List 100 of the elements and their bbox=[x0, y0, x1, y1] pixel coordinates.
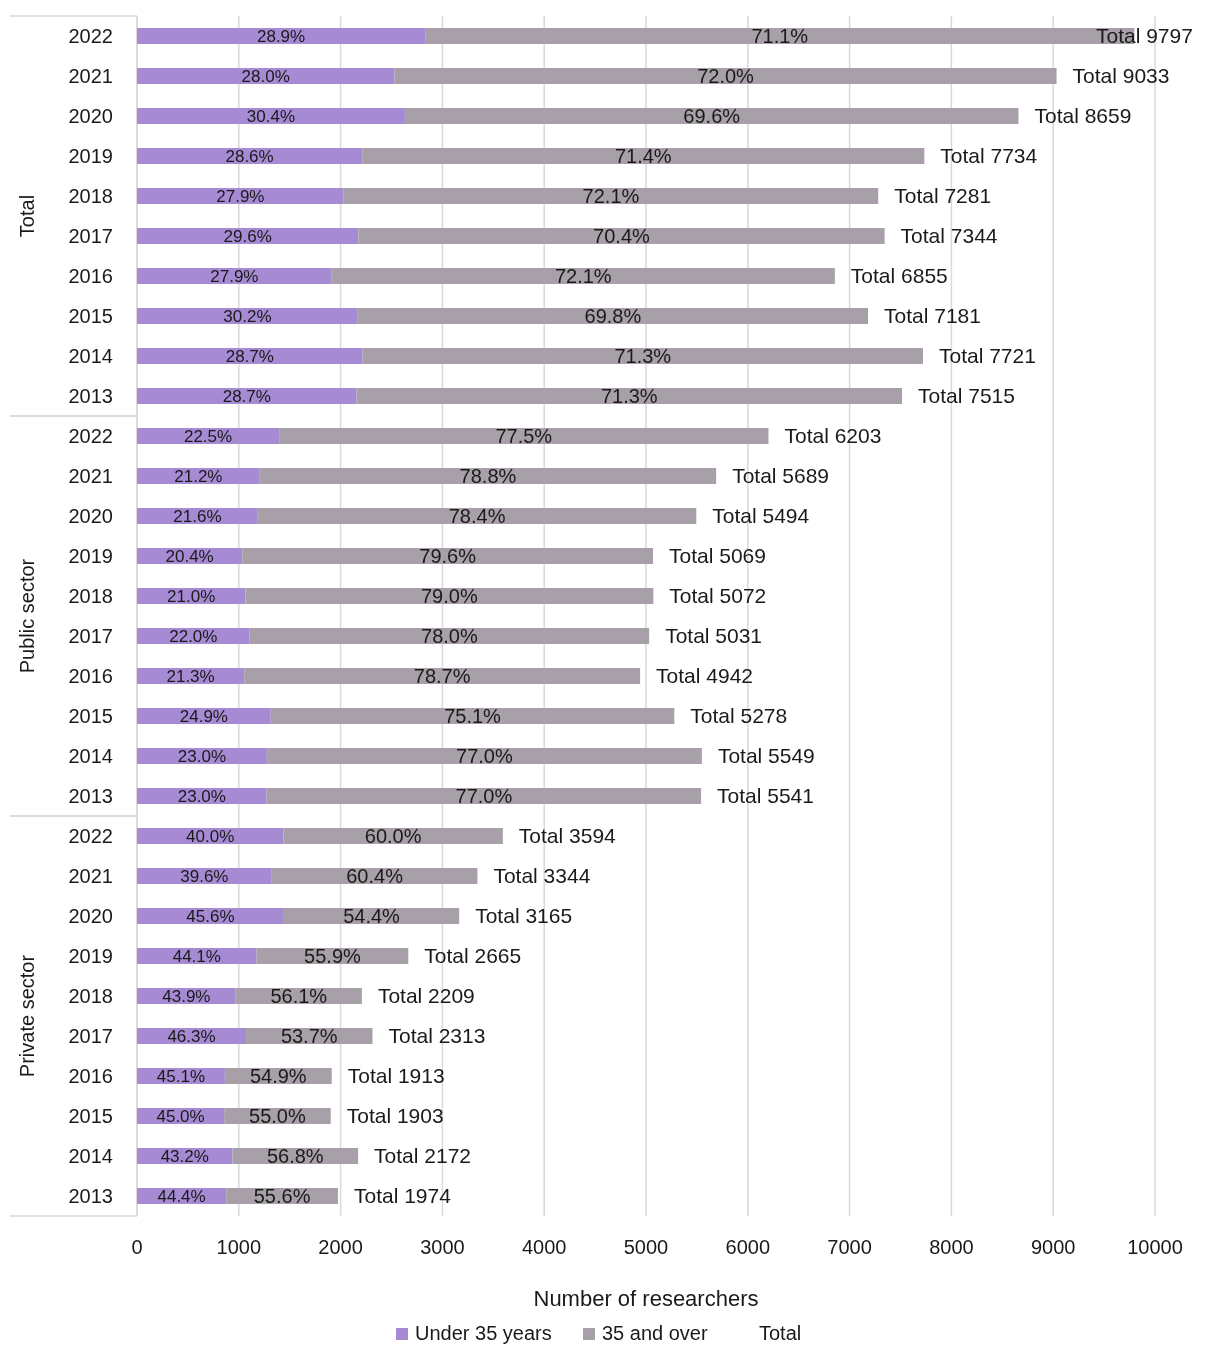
bar bbox=[244, 668, 641, 684]
total-label: Total 5541 bbox=[717, 784, 814, 808]
y-tick-label: 2017 bbox=[68, 225, 113, 247]
y-tick-label: 2021 bbox=[68, 65, 113, 87]
total-label: Total 1903 bbox=[346, 1104, 444, 1128]
total-label: Total 4942 bbox=[656, 664, 754, 688]
total-label: Total 3344 bbox=[493, 864, 591, 888]
annotation: 72.1% bbox=[554, 265, 612, 287]
total-label: Total 2665 bbox=[424, 944, 522, 968]
annotation: 77.0% bbox=[455, 785, 513, 807]
bar bbox=[137, 148, 363, 164]
total-label: Total 9033 bbox=[1072, 64, 1170, 88]
annotation: 71.3% bbox=[614, 345, 672, 367]
annotation: 39.6% bbox=[180, 866, 229, 886]
annotation: 54.4% bbox=[343, 905, 401, 927]
annotation: 71.1% bbox=[751, 25, 809, 47]
y-tick-label: 2014 bbox=[68, 1145, 113, 1167]
bar bbox=[245, 588, 654, 604]
bar bbox=[362, 148, 925, 164]
annotation: 70.4% bbox=[593, 225, 651, 247]
text: Total bbox=[759, 1322, 802, 1344]
annotation: 28.0% bbox=[241, 66, 290, 86]
y-tick-label: 2022 bbox=[68, 25, 113, 47]
total-label: Total 1913 bbox=[347, 1064, 445, 1088]
annotation: 40.0% bbox=[186, 826, 235, 846]
annotation: 21.0% bbox=[167, 586, 216, 606]
annotation: 56.8% bbox=[266, 1145, 324, 1167]
annotation: 55.6% bbox=[253, 1185, 311, 1207]
y-tick-label: 2013 bbox=[68, 785, 113, 807]
y-tick-label: 2019 bbox=[68, 145, 113, 167]
annotation: 23.0% bbox=[177, 786, 226, 806]
total-label: Total 3594 bbox=[518, 824, 617, 848]
annotation: 78.8% bbox=[459, 465, 517, 487]
bar bbox=[259, 468, 717, 484]
y-tick-label: 2021 bbox=[68, 465, 113, 487]
bar bbox=[266, 748, 702, 764]
total-label: Total 5549 bbox=[717, 744, 815, 768]
annotation: 79.6% bbox=[419, 545, 477, 567]
total-label: Total 7734 bbox=[940, 144, 1038, 168]
y-tick-label: 2020 bbox=[68, 105, 113, 127]
x-tick-label: 0 bbox=[131, 1236, 143, 1258]
bar bbox=[137, 388, 357, 404]
y-tick-label: 2016 bbox=[68, 265, 113, 287]
bar bbox=[357, 308, 869, 324]
annotation: 60.4% bbox=[346, 865, 404, 887]
annotation: 23.0% bbox=[177, 746, 227, 766]
bar bbox=[257, 508, 697, 524]
bar bbox=[356, 388, 903, 404]
y-tick-label: 2022 bbox=[68, 825, 113, 847]
y-axis-title: Public sector bbox=[16, 558, 38, 674]
x-tick-label: 2000 bbox=[318, 1236, 363, 1258]
total-label: Total 8659 bbox=[1034, 104, 1132, 128]
annotation: 77.0% bbox=[456, 745, 513, 767]
annotation: 21.6% bbox=[173, 506, 222, 526]
total-label: Total 7281 bbox=[894, 184, 992, 208]
annotation: 29.6% bbox=[223, 226, 272, 246]
y-tick-label: 2019 bbox=[68, 945, 113, 967]
bar bbox=[343, 188, 879, 204]
total-label: Total 5494 bbox=[712, 504, 810, 528]
y-tick-label: 2020 bbox=[68, 905, 113, 927]
y-tick-label: 2015 bbox=[68, 705, 113, 727]
x-tick-label: 8000 bbox=[929, 1236, 974, 1258]
y-tick-label: 2019 bbox=[68, 545, 113, 567]
bar bbox=[137, 108, 405, 124]
bar bbox=[331, 268, 835, 284]
annotation: 46.3% bbox=[167, 1026, 216, 1046]
y-tick-label: 2016 bbox=[68, 665, 113, 687]
bar bbox=[404, 108, 1019, 124]
annotation: 43.9% bbox=[162, 986, 211, 1006]
y-tick-label: 2015 bbox=[68, 305, 113, 327]
annotation: 72.0% bbox=[697, 65, 755, 87]
annotation: 44.1% bbox=[172, 946, 221, 966]
bar bbox=[137, 188, 344, 204]
x-tick-label: 7000 bbox=[827, 1236, 872, 1258]
y-tick-label: 2018 bbox=[68, 985, 113, 1007]
bar bbox=[137, 28, 426, 44]
y-tick-label: 2014 bbox=[68, 345, 113, 367]
bar bbox=[249, 628, 650, 644]
y-tick-label: 2016 bbox=[68, 1065, 113, 1087]
bar bbox=[279, 428, 769, 444]
bar bbox=[394, 68, 1057, 84]
bar bbox=[137, 268, 332, 284]
y-axis-title: Total bbox=[16, 194, 38, 238]
total-label: Total 1974 bbox=[353, 1184, 452, 1208]
annotation: 21.3% bbox=[166, 666, 215, 686]
bar bbox=[137, 228, 359, 244]
y-tick-label: 2022 bbox=[68, 425, 113, 447]
annotation: 24.9% bbox=[179, 706, 228, 726]
total-label: Total 7721 bbox=[939, 344, 1036, 368]
annotation: 69.6% bbox=[683, 105, 741, 127]
annotation: 79.0% bbox=[421, 585, 478, 607]
total-label: Total 5689 bbox=[732, 464, 830, 488]
bar bbox=[362, 348, 923, 364]
annotation: 22.5% bbox=[183, 426, 233, 446]
total-label: Total 2209 bbox=[377, 984, 475, 1008]
total-label: Total 5072 bbox=[669, 584, 767, 608]
x-tick-label: 3000 bbox=[420, 1236, 465, 1258]
annotation: 69.8% bbox=[584, 305, 642, 327]
x-axis-title: Number of researchers bbox=[533, 1286, 759, 1311]
annotation: 78.0% bbox=[421, 625, 478, 647]
